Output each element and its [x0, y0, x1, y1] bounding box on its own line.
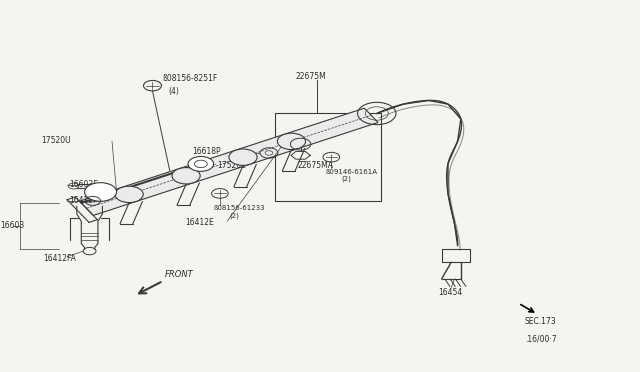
Text: FRONT: FRONT: [165, 270, 194, 279]
Text: 16412F: 16412F: [69, 196, 97, 205]
Text: (2): (2): [230, 212, 239, 219]
Text: 16618P: 16618P: [192, 147, 221, 155]
Text: .16/00·7: .16/00·7: [525, 334, 556, 343]
Text: 16603: 16603: [0, 221, 24, 231]
Text: 16603E: 16603E: [69, 180, 98, 189]
Text: 22675M: 22675M: [295, 72, 326, 81]
Text: SEC.173: SEC.173: [525, 317, 556, 326]
Circle shape: [277, 133, 305, 150]
Text: 17520L: 17520L: [217, 161, 245, 170]
Text: ß08156-61233: ß08156-61233: [214, 205, 265, 211]
Text: 16454: 16454: [438, 288, 463, 296]
Circle shape: [229, 149, 257, 165]
Circle shape: [115, 186, 143, 202]
Text: ß09146-6161A: ß09146-6161A: [325, 169, 377, 175]
Text: 16412FA: 16412FA: [44, 254, 76, 263]
Text: 22675MA: 22675MA: [298, 161, 333, 170]
Circle shape: [188, 157, 214, 171]
Circle shape: [172, 167, 200, 184]
Circle shape: [84, 183, 116, 201]
Text: 17520U: 17520U: [42, 136, 71, 145]
Text: ß08156-8251F: ß08156-8251F: [162, 74, 218, 83]
Circle shape: [195, 160, 207, 168]
Text: 16412E: 16412E: [186, 218, 214, 227]
Text: (4): (4): [168, 87, 179, 96]
Bar: [275, 113, 381, 201]
Text: (2): (2): [341, 176, 351, 182]
Polygon shape: [79, 108, 378, 215]
